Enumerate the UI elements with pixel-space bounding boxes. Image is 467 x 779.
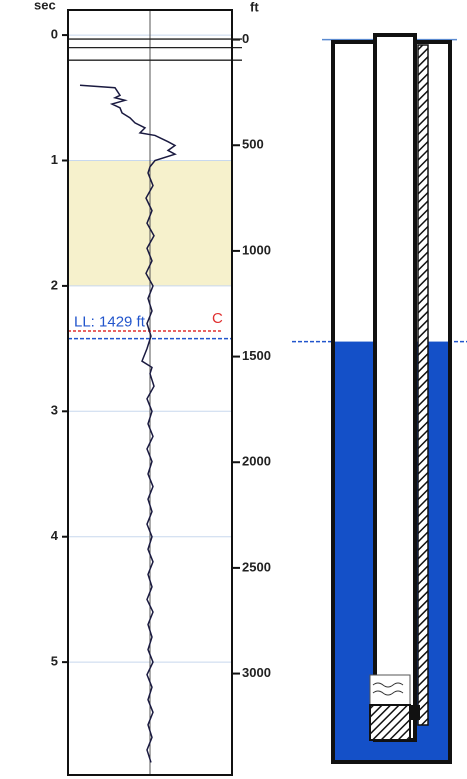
y2-tick-label: 2500 (242, 559, 271, 574)
y-axis-label: sec (34, 0, 56, 12)
y-tick-label: 3 (51, 403, 58, 418)
y-tick-label: 0 (51, 27, 58, 42)
y2-tick-label: 0 (242, 31, 249, 46)
y-tick-label: 1 (51, 152, 58, 167)
wellbore (331, 33, 452, 764)
y-tick-label: 5 (51, 654, 58, 669)
trace (79, 84, 177, 763)
fluid-level-label: LL: 1429 ft (74, 314, 146, 331)
y2-tick-label: 2000 (242, 454, 271, 469)
y2-axis-label: ft (250, 0, 259, 14)
y2-tick-label: 1000 (242, 242, 271, 257)
plot-frame (67, 9, 233, 776)
y-tick-label: 4 (51, 528, 59, 543)
y2-tick-label: 500 (242, 137, 264, 152)
y-tick-label: 2 (51, 277, 58, 292)
y2-tick-label: 3000 (242, 665, 271, 680)
collar-label: C (212, 310, 223, 327)
y2-tick-label: 1500 (242, 348, 271, 363)
